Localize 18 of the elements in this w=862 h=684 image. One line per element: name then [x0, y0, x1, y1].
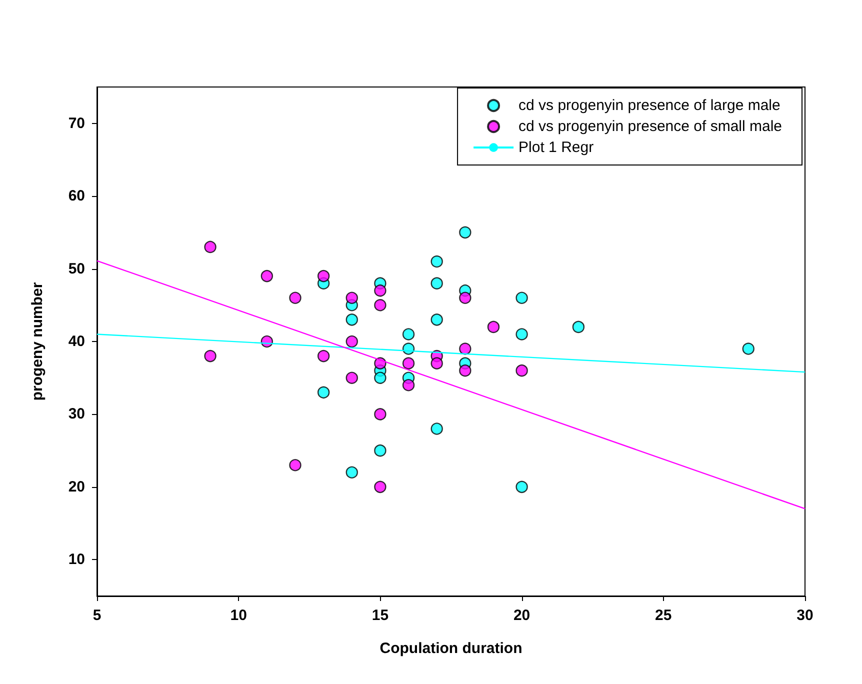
y-tick-label: 30	[68, 406, 85, 423]
y-tick-label: 70	[68, 114, 85, 132]
x-tick-label: 5	[92, 607, 102, 624]
x-tick-label: 25	[655, 607, 672, 624]
y-tick-label: 40	[68, 333, 85, 350]
x-tick-label: 30	[796, 607, 814, 624]
y-tick-label: 20	[68, 478, 85, 496]
x-tick-label: 15	[372, 607, 389, 624]
x-tick-label: 20	[513, 607, 530, 624]
y-tick-label: 60	[68, 188, 85, 205]
y-tick-label: 10	[68, 551, 85, 568]
x-tick-label: 10	[230, 607, 247, 624]
y-tick-label: 50	[68, 260, 85, 278]
y-axis-title: progeny number	[29, 282, 46, 401]
legend-label: Plot 1 Regr	[518, 139, 594, 156]
legend-label: cd vs progenyin presence of small male	[518, 118, 782, 135]
x-axis-title: Copulation duration	[380, 640, 522, 657]
legend-label: cd vs progenyin presence of large male	[518, 97, 780, 114]
